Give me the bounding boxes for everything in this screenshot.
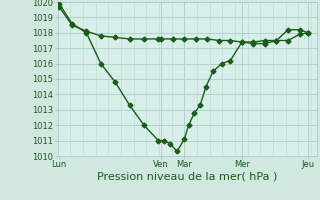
- X-axis label: Pression niveau de la mer( hPa ): Pression niveau de la mer( hPa ): [97, 172, 277, 182]
